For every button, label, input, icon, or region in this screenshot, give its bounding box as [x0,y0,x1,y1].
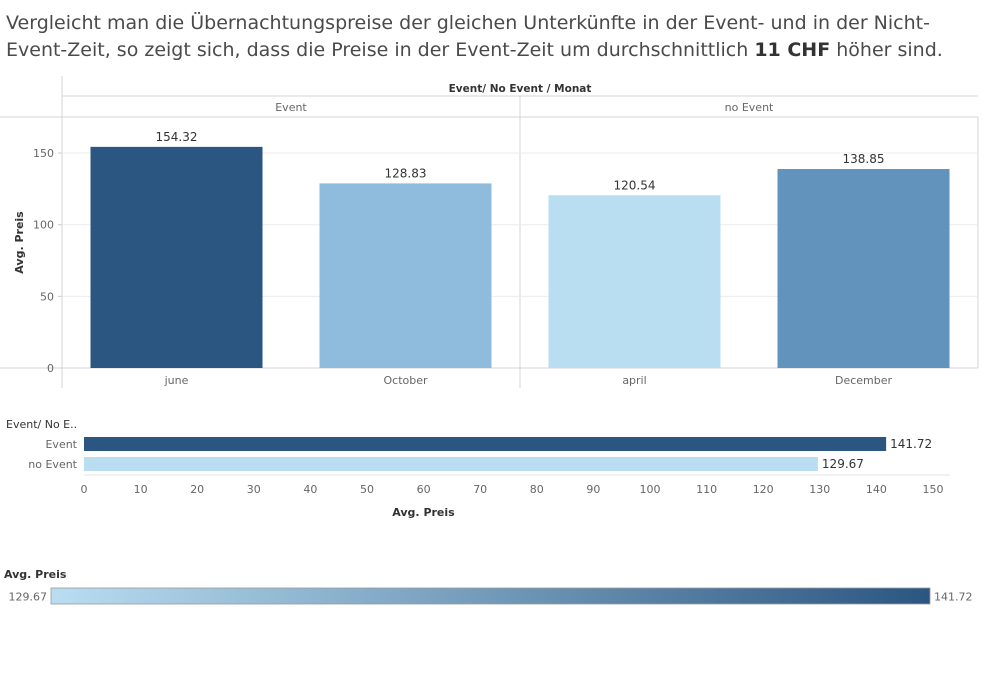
y-tick-label: 0 [47,362,54,375]
color-legend: Avg. Preis 129.67 141.72 [4,568,973,605]
y-tick-label: 150 [33,147,54,160]
column-chart: Event/ No Event / Monat 0 50 100 150 Avg. Pre… [0,76,979,388]
x-tick-label: 0 [81,483,88,496]
legend-title: Avg. Preis [4,568,67,581]
x-tick-label: 30 [247,483,261,496]
x-tick-label: 50 [360,483,374,496]
bar-December [777,169,950,368]
bar-October [319,183,492,368]
x-category-label: june [164,374,189,387]
group-header: Event [275,101,307,114]
x-tick-label: 90 [586,483,600,496]
legend-min-label: 129.67 [9,591,48,604]
x-tick-label: 60 [417,483,431,496]
x-tick-label: 20 [190,483,204,496]
x-category-label: april [622,374,646,387]
x-category-label: December [835,374,893,387]
x-tick-label: 140 [866,483,887,496]
group-header: no Event [725,101,774,114]
x-tick-label: 120 [753,483,774,496]
header-title: Event/ No Event / Monat [449,83,592,95]
row-label: Event [45,438,77,451]
hbar-Event [84,437,887,451]
x-tick-label: 130 [809,483,830,496]
horizontal-bar-chart: Event/ No E.. Event 141.72 no Event 129.67 0 1… [6,418,950,519]
data-label: 141.72 [890,437,932,451]
legend-gradient-bar [50,587,931,605]
data-label: 129.67 [822,457,864,471]
x-tick-label: 40 [303,483,317,496]
data-label: 128.83 [385,166,427,180]
bar-june [90,146,263,368]
x-category-label: October [383,374,427,387]
y-axis-label: Avg. Preis [13,211,26,274]
headline-highlight: 11 CHF [754,39,831,61]
y-tick-label: 50 [40,290,54,303]
data-label: 138.85 [843,152,885,166]
data-label: 154.32 [156,130,198,144]
x-tick-label: 110 [696,483,717,496]
row-header: Event/ No E.. [6,418,77,431]
x-tick-label: 70 [473,483,487,496]
row-label: no Event [28,458,77,471]
x-tick-label: 80 [530,483,544,496]
headline-text: Vergleicht man die Übernachtungspreise d… [6,12,930,61]
x-tick-label: 100 [640,483,661,496]
hbar-no-Event [84,457,818,471]
headline: Vergleicht man die Übernachtungspreise d… [6,10,981,64]
legend-max-label: 141.72 [934,591,973,604]
bar-april [548,195,721,368]
x-tick-label: 150 [923,483,944,496]
data-label: 120.54 [614,178,656,192]
y-tick-label: 100 [33,219,54,232]
x-tick-label: 10 [134,483,148,496]
x-axis-label: Avg. Preis [392,506,455,519]
headline-text-end: höher sind. [830,39,943,61]
